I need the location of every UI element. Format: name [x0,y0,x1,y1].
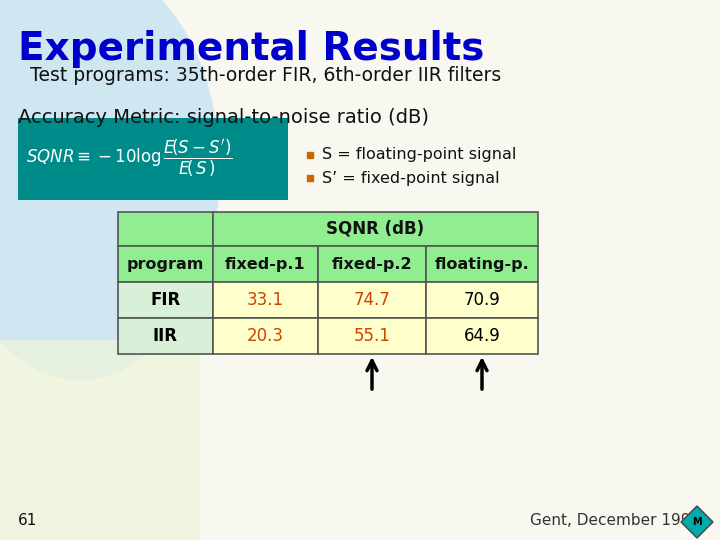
Text: 61: 61 [18,513,37,528]
Bar [213,246,318,282]
Text: program: program [127,256,204,272]
Text: 55.1: 55.1 [354,327,390,345]
Text: FIR: FIR [150,291,181,309]
Text: S = floating-point signal: S = floating-point signal [322,147,516,163]
Text: Gent, December 1999: Gent, December 1999 [530,513,701,528]
Text: M: M [692,517,702,527]
Text: 33.1: 33.1 [247,291,284,309]
Bar [426,282,538,318]
Text: 70.9: 70.9 [464,291,500,309]
Bar [0,340,200,540]
Text: fixed-p.1: fixed-p.1 [225,256,306,272]
Text: SQNR (dB): SQNR (dB) [326,220,425,238]
Text: Experimental Results: Experimental Results [18,30,485,68]
Bar [118,282,213,318]
Bar [426,318,538,354]
Text: 20.3: 20.3 [247,327,284,345]
Text: IIR: IIR [153,327,178,345]
Text: fixed-p.2: fixed-p.2 [332,256,413,272]
Bar [213,212,538,246]
Text: Accuracy Metric: signal-to-noise ratio (dB): Accuracy Metric: signal-to-noise ratio (… [18,108,429,127]
Bar [213,282,318,318]
Text: floating-p.: floating-p. [435,256,529,272]
Bar [318,318,426,354]
Bar [318,246,426,282]
Bar [18,118,288,200]
Bar [213,318,318,354]
Text: Test programs: 35th-order FIR, 6th-order IIR filters: Test programs: 35th-order FIR, 6th-order… [30,66,501,85]
Ellipse shape [0,0,220,380]
Polygon shape [681,506,713,538]
Bar [118,246,213,282]
Bar [118,212,213,246]
Text: 74.7: 74.7 [354,291,390,309]
Bar [426,246,538,282]
Text: S’ = fixed-point signal: S’ = fixed-point signal [322,171,500,186]
Bar [318,282,426,318]
Text: $\mathit{SQNR} \equiv -10\log\dfrac{E\!\left(S-S^{\prime}\right)}{E\!\left(\,S\,: $\mathit{SQNR} \equiv -10\log\dfrac{E\!\… [26,138,233,180]
Bar [118,318,213,354]
Text: 64.9: 64.9 [464,327,500,345]
